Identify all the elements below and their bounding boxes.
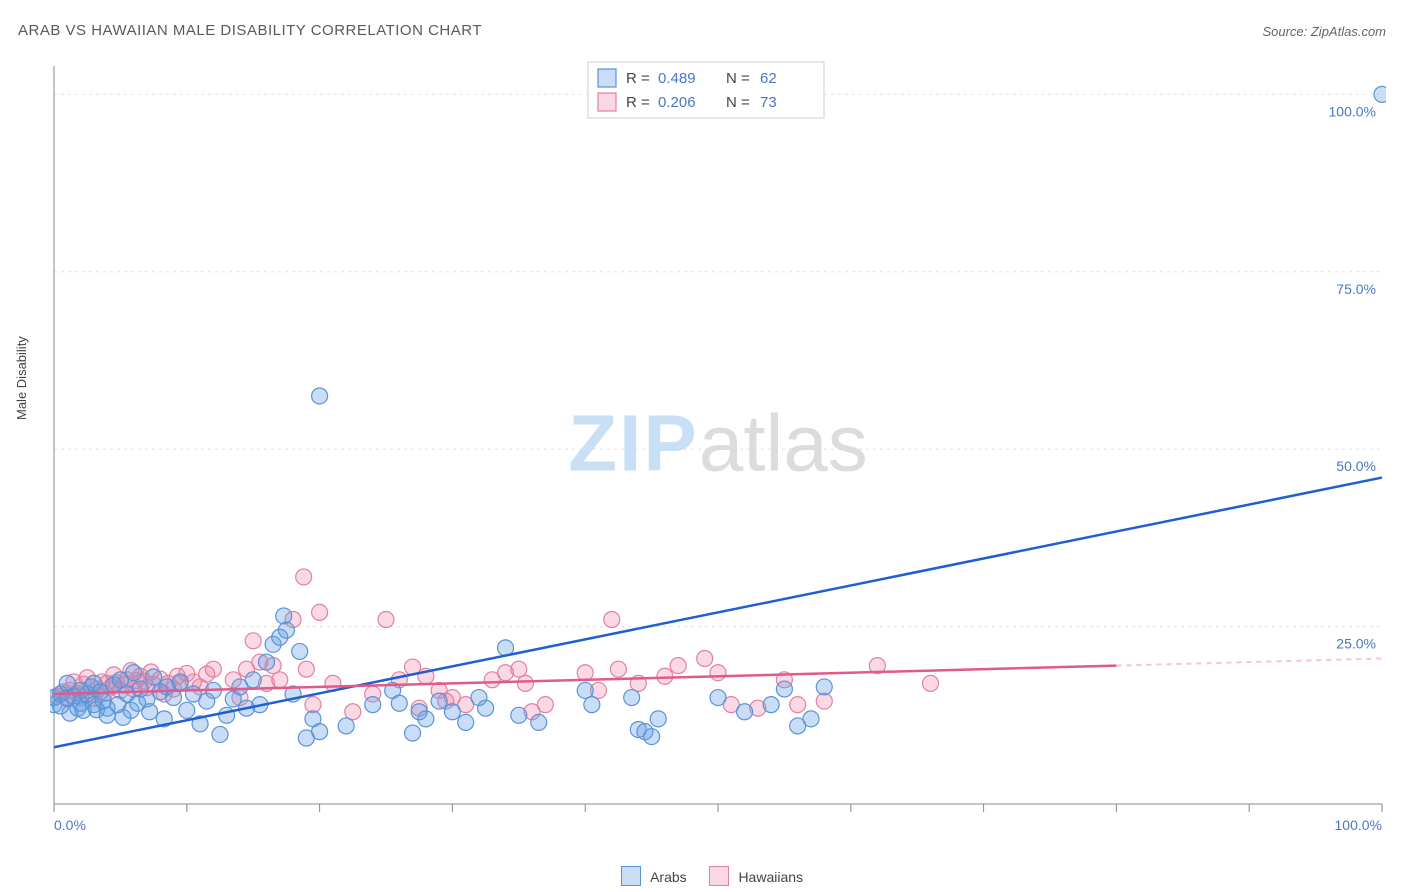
svg-text:62: 62	[760, 70, 777, 87]
y-axis-label: Male Disability	[14, 336, 29, 420]
svg-text:N =: N =	[726, 94, 750, 111]
legend-hawaiians-label: Hawaiians	[738, 869, 803, 885]
swatch-hawaiians	[709, 866, 729, 886]
source-label: Source: ZipAtlas.com	[1262, 24, 1386, 39]
svg-text:75.0%: 75.0%	[1336, 281, 1376, 297]
svg-text:100.0%: 100.0%	[1335, 817, 1382, 833]
svg-text:25.0%: 25.0%	[1336, 636, 1376, 652]
svg-text:0.0%: 0.0%	[54, 817, 86, 833]
plot-area: 25.0% 50.0% 75.0% 100.0% 0.0% 100.0% R = 0.489 N…	[50, 58, 1386, 838]
svg-text:R =: R =	[626, 94, 650, 111]
svg-text:50.0%: 50.0%	[1336, 458, 1376, 474]
scatter-chart: 25.0% 50.0% 75.0% 100.0% 0.0% 100.0% R = 0.489 N…	[50, 58, 1386, 838]
svg-text:R =: R =	[626, 70, 650, 87]
legend-bottom: Arabs Hawaiians	[0, 866, 1406, 886]
svg-text:100.0%: 100.0%	[1329, 103, 1376, 119]
svg-text:73: 73	[760, 94, 777, 111]
chart-title: ARAB VS HAWAIIAN MALE DISABILITY CORRELA…	[18, 22, 482, 39]
svg-text:0.489: 0.489	[658, 70, 696, 87]
svg-text:0.206: 0.206	[658, 94, 696, 111]
svg-text:N =: N =	[726, 70, 750, 87]
swatch-arabs	[621, 866, 641, 886]
legend-arabs-label: Arabs	[650, 869, 687, 885]
